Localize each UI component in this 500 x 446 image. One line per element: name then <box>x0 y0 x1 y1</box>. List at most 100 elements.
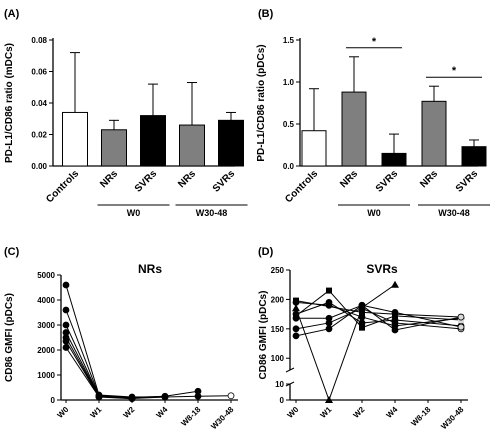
panel-label: (B) <box>258 8 274 20</box>
x-category-label: Controls <box>283 168 320 205</box>
data-point <box>359 309 365 316</box>
y-axis-label: PD-L1/CD86 ratio (mDCs) <box>4 43 15 163</box>
data-point <box>292 332 300 340</box>
y-tick-label: 2000 <box>37 346 55 355</box>
series-line <box>295 304 462 337</box>
y-tick-label: 0.00 <box>31 162 47 171</box>
axis-break-mark <box>285 367 295 373</box>
x-category-label: NRs <box>338 168 360 190</box>
y-tick-label: 0.02 <box>31 131 47 140</box>
data-point <box>391 319 399 327</box>
series-line <box>65 309 199 399</box>
group-label: W0 <box>127 208 141 218</box>
data-point <box>62 306 70 314</box>
x-category-label: NRs <box>176 168 198 190</box>
y-tick-label: 100 <box>271 354 285 363</box>
x-tick-label: W0 <box>56 405 71 420</box>
y-tick-label: 250 <box>271 266 285 275</box>
panel-label: (C) <box>4 246 20 258</box>
y-tick-label: 3000 <box>37 321 55 330</box>
data-point <box>62 344 70 351</box>
x-category-label: SVRs <box>454 168 481 195</box>
data-point <box>194 392 202 400</box>
y-axis-label: PD-L1/CD86 ratio (pDCs) <box>256 44 267 161</box>
y-tick-label: 10 <box>275 380 284 389</box>
y-tick-label: 0.5 <box>283 120 295 129</box>
data-point <box>391 326 399 334</box>
data-point <box>391 308 399 316</box>
data-point <box>62 281 70 289</box>
bar <box>301 130 327 167</box>
group-label: W30-48 <box>196 208 228 218</box>
x-tick-label: W0 <box>286 405 301 420</box>
y-axis-label: CD86 GMFI (pDCs) <box>4 293 15 382</box>
x-tick-label: W30-48 <box>209 405 236 432</box>
y-tick-label: 200 <box>271 295 285 304</box>
bar <box>341 91 367 167</box>
y-tick-label: 0.06 <box>31 68 47 77</box>
y-axis-label: CD86 GMFI (pDCs) <box>258 291 269 380</box>
y-tick-label: 150 <box>271 325 285 334</box>
significance-star: * <box>372 36 377 48</box>
data-point <box>358 301 366 309</box>
bar <box>381 152 407 167</box>
y-tick-label: 1.5 <box>283 36 295 45</box>
panel-label: (A) <box>4 8 20 20</box>
data-point <box>292 314 300 322</box>
x-tick-label: W2 <box>122 405 137 420</box>
panel-title: SVRs <box>366 262 398 276</box>
data-point <box>292 325 300 333</box>
data-point <box>128 395 136 403</box>
x-tick-label: W8-18 <box>409 405 432 428</box>
data-point <box>292 304 300 312</box>
x-category-label: SVRs <box>374 168 401 195</box>
bar <box>421 100 447 167</box>
x-tick-label: W1 <box>89 405 104 420</box>
x-tick-label: W4 <box>155 405 170 420</box>
bar <box>62 111 88 167</box>
x-category-label: NRs <box>418 168 440 190</box>
bar <box>140 115 166 167</box>
series-line <box>65 324 232 399</box>
y-tick-label: 0 <box>280 396 285 405</box>
data-point <box>161 393 169 401</box>
data-point <box>391 280 399 288</box>
x-tick-label: W4 <box>385 405 400 420</box>
y-tick-label: 0.0 <box>283 162 295 171</box>
data-point <box>326 287 332 294</box>
x-category-label: SVRs <box>133 168 160 195</box>
data-point <box>392 312 398 319</box>
bar <box>218 119 244 167</box>
y-tick-label: 1.0 <box>283 78 295 87</box>
x-category-label: Controls <box>44 168 81 205</box>
group-label: W0 <box>367 208 381 218</box>
series-line <box>65 284 166 398</box>
data-point <box>359 324 365 331</box>
data-point <box>457 323 465 331</box>
bar <box>461 146 487 167</box>
x-category-label: NRs <box>98 168 120 190</box>
panel-label: (D) <box>258 246 274 258</box>
bar <box>101 129 127 167</box>
x-tick-label: W2 <box>352 405 367 420</box>
significance-star: * <box>452 65 457 77</box>
y-tick-label: 0 <box>51 396 56 405</box>
x-tick-label: W8-18 <box>179 405 202 428</box>
y-tick-label: 5000 <box>37 271 55 280</box>
x-category-label: SVRs <box>211 168 238 195</box>
data-point <box>62 337 70 345</box>
x-tick-label: W30-48 <box>439 405 466 432</box>
y-tick-label: 0.08 <box>31 36 47 45</box>
group-label: W30-48 <box>438 208 470 218</box>
series-line <box>295 284 396 402</box>
x-tick-label: W1 <box>319 405 334 420</box>
bar <box>179 124 205 167</box>
data-point <box>325 298 333 306</box>
data-point <box>227 392 235 400</box>
data-point <box>62 321 70 329</box>
y-tick-label: 4000 <box>37 296 55 305</box>
panel-title: NRs <box>138 262 162 276</box>
y-tick-label: 1000 <box>37 371 55 380</box>
y-tick-label: 0.04 <box>31 99 47 108</box>
